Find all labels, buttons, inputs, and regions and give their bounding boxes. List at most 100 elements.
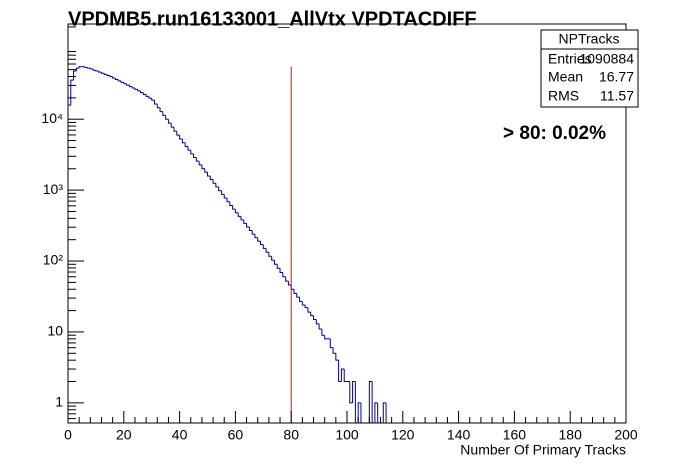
histogram-bin [246,223,250,228]
histogram-bin [98,70,102,73]
stats-value: 11.57 [600,88,634,104]
histogram-bin [335,353,339,361]
histogram-bin [232,205,236,210]
x-tick-label: 160 [503,427,527,443]
x-tick-label: 140 [447,427,471,443]
x-tick-label: 120 [391,427,415,443]
histogram-bin [254,234,258,239]
histogram-bin [145,94,149,97]
histogram-bin [128,85,133,88]
histogram-bin [167,119,172,124]
histogram-bin [78,66,82,69]
histogram-bin [140,90,144,94]
histogram-bin [123,82,127,85]
x-tick-label: 60 [228,427,244,443]
histogram-bin [153,100,158,105]
histogram-bin [95,70,99,72]
histogram-bin [332,347,336,354]
histogram-bin [73,70,77,81]
histogram-bin [248,226,253,232]
histogram-bin [340,368,345,382]
histogram-bin [209,176,214,181]
histogram-bin [218,186,222,192]
histogram-bin [368,381,373,423]
histogram-bin [184,142,188,147]
histogram-bin [257,237,261,242]
histogram-bin [195,157,200,162]
histogram-bin [313,315,317,320]
histogram-bin [234,209,239,214]
histogram-bin [117,79,122,82]
histogram-bin [87,67,91,69]
histogram-bin [260,241,264,246]
histogram-bin [268,252,272,257]
x-tick-label: 40 [172,427,188,443]
histogram-bin [159,107,163,113]
histogram-bin [265,248,269,253]
histogram-bin [299,297,303,302]
histogram-bin [173,127,177,132]
histogram-bin [251,230,255,235]
histogram-bin [109,75,113,78]
histogram-bin [151,98,155,101]
histogram-bin [103,73,108,75]
histogram-bin [287,281,292,286]
histogram-bin [237,212,241,217]
histogram-bin [338,360,342,383]
histogram-bin [92,68,96,71]
histogram-bin [176,131,180,136]
histogram-bin [126,83,130,86]
histogram-bin [137,89,141,92]
histogram-bin [112,76,116,79]
histogram-bin [120,80,124,83]
x-tick-label: 200 [614,427,638,443]
histogram-bin [162,111,166,116]
stats-value: 1090884 [579,51,634,67]
histogram-bin [201,164,205,170]
stats-value: 16.77 [599,69,634,85]
histogram-bin [198,161,202,166]
histogram-bin [329,338,334,349]
histogram-bin [220,190,225,195]
histogram-bin [165,115,169,120]
stats-key: Mean [548,69,583,85]
y-tick-label: 1 [55,394,63,410]
histogram-bin [142,92,147,95]
histogram-bin [229,201,233,206]
histogram-bin [279,268,283,273]
histogram-bin [262,244,267,249]
histogram-bin [282,272,286,278]
histogram-bin [75,67,80,71]
histogram-bin [134,88,138,90]
histogram-bin [304,304,308,309]
histogram-bin [349,381,353,404]
histogram-bin [181,139,186,144]
x-tick-label: 0 [64,427,72,443]
annotation: > 80: 0.02% [503,123,606,144]
histogram-bin [324,335,328,340]
histogram-bin [187,146,191,151]
chart-title: VPDMB5.run16133001_AllVtx VPDTACDIFF [68,8,477,30]
x-tick-label: 180 [559,427,583,443]
histogram-bin [70,79,74,106]
histogram-bin [343,369,347,383]
stats-key: Entries [548,51,592,67]
histogram-bin [318,323,322,330]
histogram-bin [296,293,300,298]
y-tick-label: 10 [47,323,63,339]
histogram-bin [106,74,110,77]
histogram-bin [212,179,216,184]
histogram-bin [285,276,289,282]
histogram-bin [193,153,197,159]
histogram-bin [310,312,314,317]
histogram-bin [170,123,175,128]
histogram-bin [148,96,152,99]
y-tick-label: 10² [43,252,64,268]
stats-box: NPTracks Entries 1090884 Mean 16.77 RMS … [540,29,639,108]
histogram-bin [156,103,161,109]
histogram-bin [307,307,311,313]
histogram-bin [273,260,278,265]
histogram-bin [179,135,183,140]
histogram-bin [207,172,211,177]
